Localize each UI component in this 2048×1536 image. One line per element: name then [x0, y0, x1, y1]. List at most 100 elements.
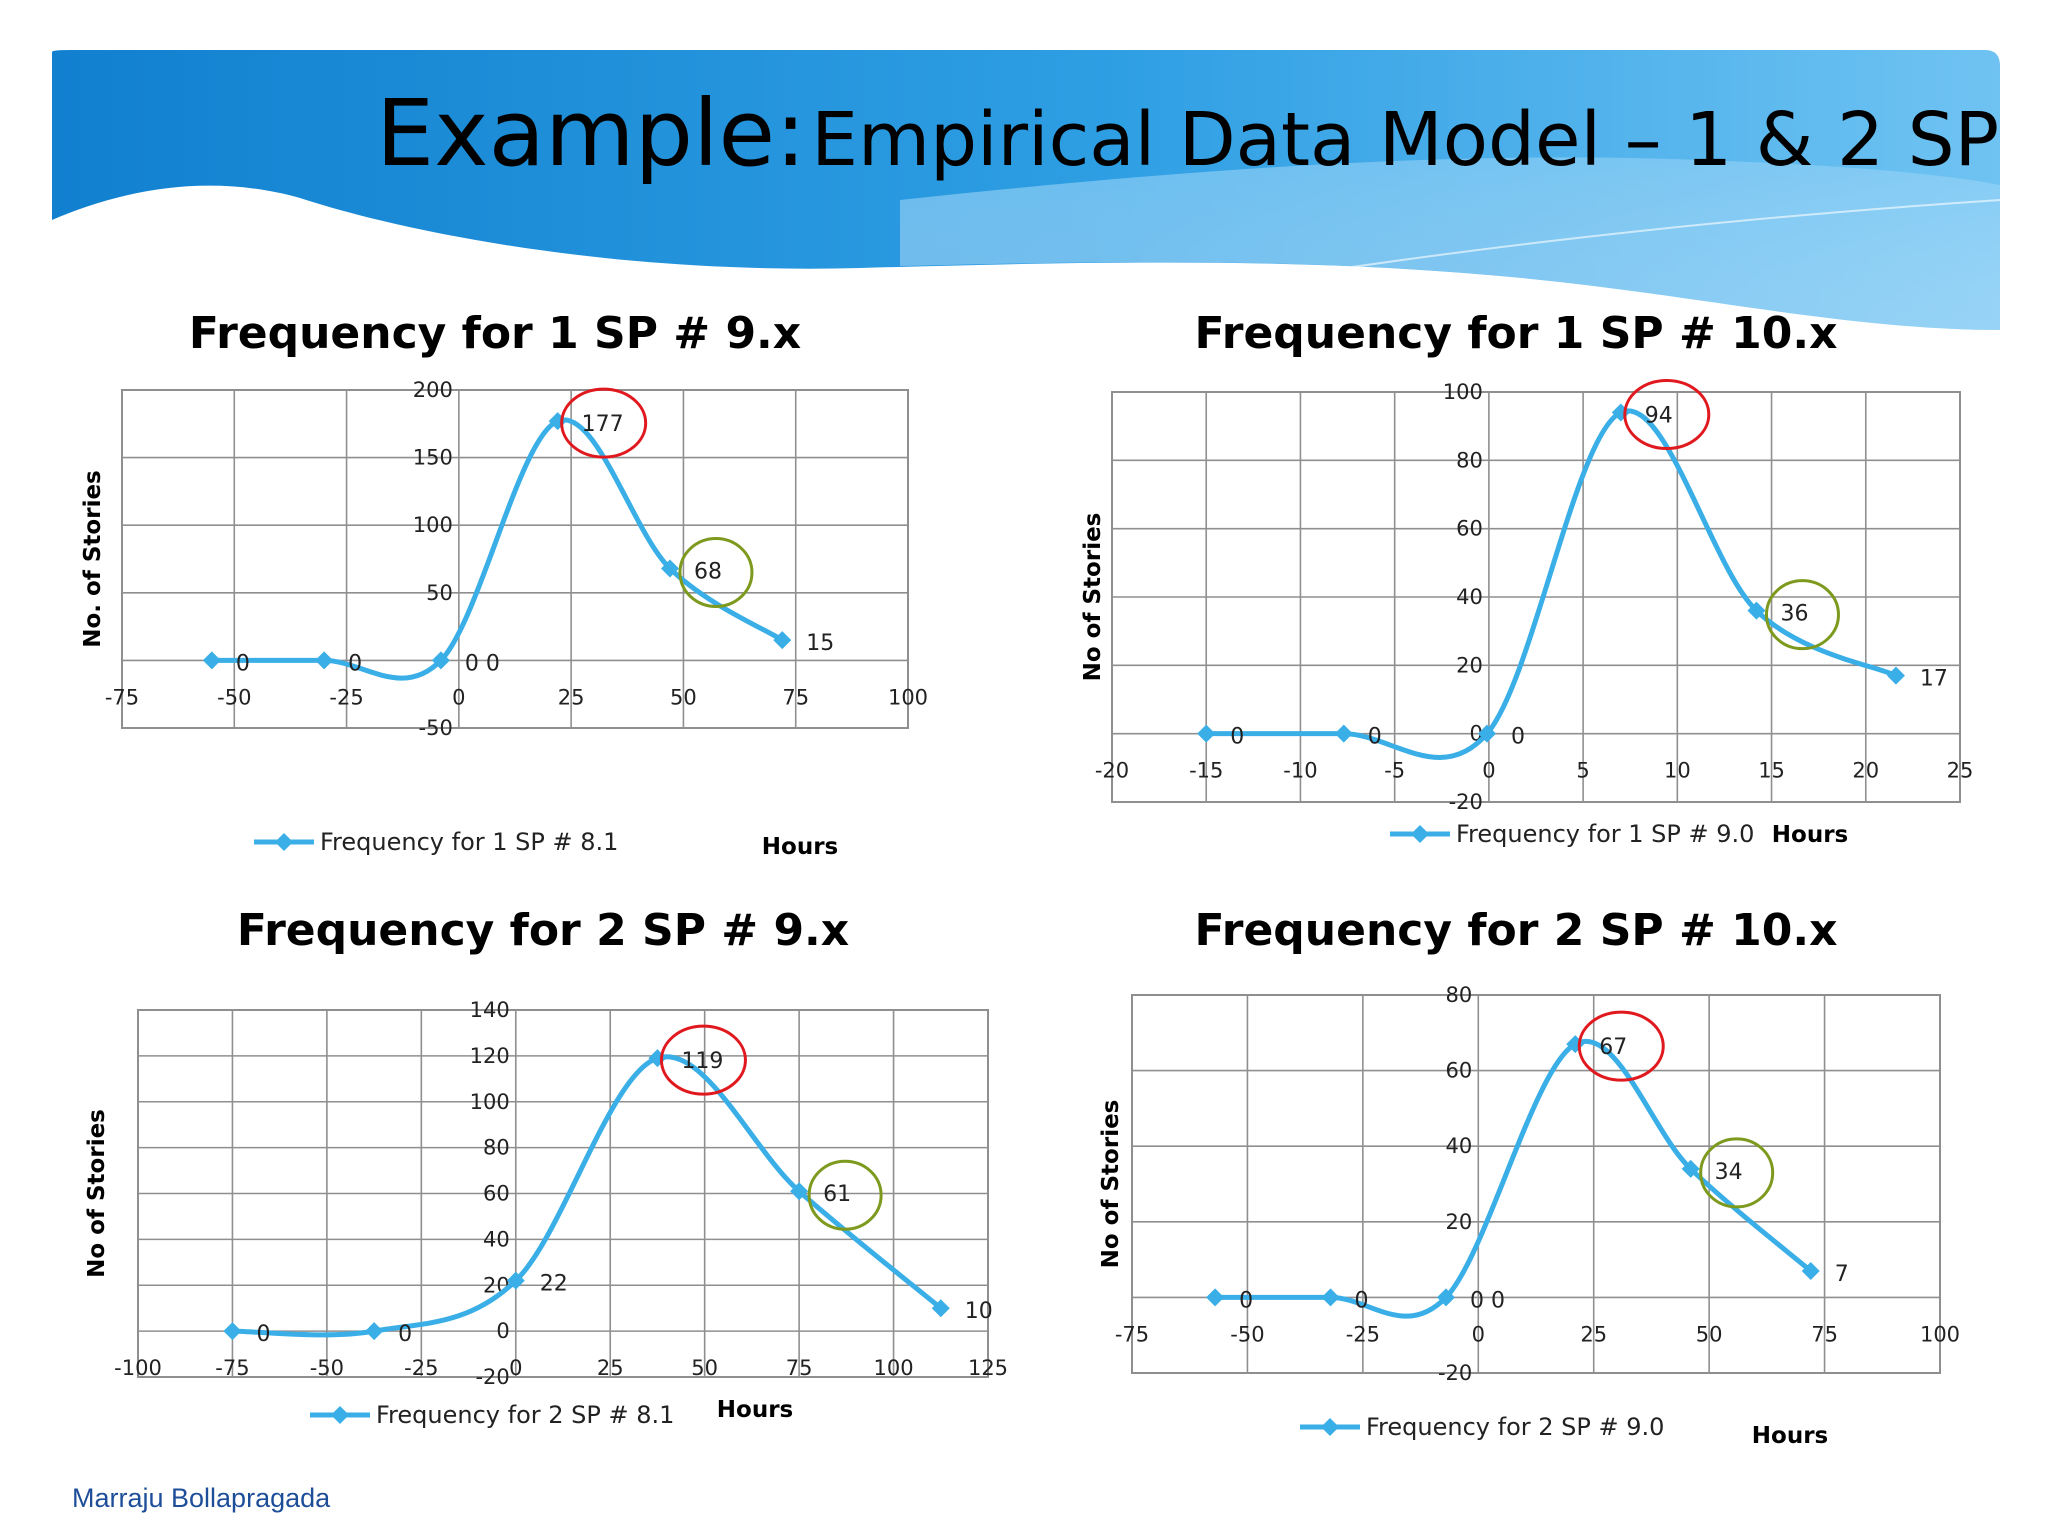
data-label: 0: [1368, 725, 1382, 750]
x-tick-label: -50: [217, 685, 251, 709]
data-point: [1206, 1288, 1225, 1307]
y-tick-label: 200: [413, 378, 453, 402]
chart-2sp-9x: Frequency for 2 SP # 9.x-200204060801001…: [84, 905, 1008, 1429]
data-label: 0: [398, 1322, 412, 1347]
data-label: 0: [1355, 1288, 1369, 1313]
secondary-highlight-circle: [1699, 1137, 1775, 1209]
x-tick-label: 50: [1696, 1322, 1723, 1346]
data-point: [223, 1322, 242, 1341]
data-label: 10: [965, 1299, 993, 1324]
data-point: [365, 1322, 384, 1341]
slide-title: Example: Empirical Data Model – 1 & 2 SP: [376, 80, 2016, 187]
data-label: 15: [806, 631, 834, 656]
data-label: 36: [1780, 602, 1808, 627]
data-point: [1436, 1288, 1455, 1307]
x-tick-label: -25: [404, 1356, 438, 1380]
y-tick-label: -20: [1449, 790, 1483, 814]
data-point: [1478, 724, 1497, 743]
x-tick-label: 25: [558, 685, 585, 709]
data-point: [660, 559, 679, 578]
x-tick-label: -75: [1115, 1322, 1149, 1346]
y-tick-label: -20: [1438, 1361, 1472, 1385]
data-point: [1321, 1288, 1340, 1307]
x-axis-title: Hours: [717, 1397, 793, 1423]
y-tick-label: -50: [419, 716, 453, 740]
data-point: [1611, 403, 1630, 422]
data-point: [1747, 601, 1766, 620]
legend-label: Frequency for 2 SP # 8.1: [376, 1401, 674, 1429]
data-label: 61: [823, 1182, 851, 1207]
x-tick-label: -20: [1095, 759, 1129, 783]
x-tick-label: -5: [1384, 759, 1405, 783]
banner-highlight-shape: [900, 157, 2000, 330]
x-tick-label: -10: [1283, 759, 1317, 783]
y-tick-label: 100: [413, 513, 453, 537]
x-tick-label: 100: [874, 1356, 914, 1380]
x-tick-label: 100: [888, 685, 928, 709]
x-tick-label: 75: [782, 685, 809, 709]
data-label: 68: [694, 559, 722, 584]
x-tick-label: 125: [968, 1356, 1008, 1380]
plot-frame: [121, 389, 909, 729]
x-tick-label: -15: [1189, 759, 1223, 783]
x-tick-label: 5: [1576, 759, 1589, 783]
x-tick-label: 25: [1947, 759, 1974, 783]
slide-title-sub: Empirical Data Model – 1 & 2 SP: [811, 97, 2000, 183]
x-tick-label: 75: [786, 1356, 813, 1380]
data-point: [790, 1182, 809, 1201]
peak-highlight-circle: [1623, 379, 1711, 450]
chart-title: Frequency for 2 SP # 10.x: [1195, 905, 1838, 956]
data-label: 7: [1835, 1262, 1849, 1287]
legend-label: Frequency for 1 SP # 8.1: [320, 828, 618, 856]
x-tick-label: 50: [691, 1356, 718, 1380]
x-axis-title: Hours: [1752, 1423, 1828, 1449]
x-tick-label: 100: [1920, 1322, 1960, 1346]
x-tick-label: 0: [452, 685, 465, 709]
data-point: [1681, 1159, 1700, 1178]
x-tick-label: -25: [329, 685, 363, 709]
chart-2sp-10x: Frequency for 2 SP # 10.x -20 20 40 60 80 -75 -…: [1098, 905, 1960, 1449]
data-label: 0: [1230, 725, 1244, 750]
y-tick-label: 100: [470, 1090, 510, 1114]
x-tick-label: -25: [1346, 1322, 1380, 1346]
legend-label: Frequency for 1 SP # 9.0: [1456, 820, 1754, 848]
y-tick-label: 40: [483, 1227, 510, 1251]
data-label: 94: [1645, 404, 1673, 429]
slide-title-main: Example:: [376, 80, 807, 187]
y-axis-title: No of Stories: [1098, 1100, 1124, 1269]
chart-title: Frequency for 1 SP # 10.x: [1195, 308, 1838, 359]
x-tick-label: -50: [1230, 1322, 1264, 1346]
data-point: [1886, 666, 1905, 685]
series-line: [1206, 408, 1897, 760]
x-tick-label: -100: [114, 1356, 162, 1380]
y-tick-label: -20: [475, 1365, 509, 1389]
y-tick-label: 60: [483, 1182, 510, 1206]
legend-label: Frequency for 2 SP # 9.0: [1366, 1413, 1664, 1441]
x-tick-label: 20: [1852, 759, 1879, 783]
series-line: [211, 417, 784, 681]
secondary-highlight-circle: [807, 1159, 883, 1231]
data-label: 17: [1920, 667, 1948, 692]
y-axis-title: No of Stories: [84, 1109, 110, 1278]
x-tick-label: 25: [597, 1356, 624, 1380]
plot-frame: [1131, 994, 1941, 1374]
data-label: 119: [681, 1049, 723, 1074]
x-tick-label: -50: [310, 1356, 344, 1380]
data-label: 67: [1599, 1035, 1627, 1060]
x-tick-label: -75: [215, 1356, 249, 1380]
y-tick-label: 50: [426, 581, 453, 605]
y-tick-label: 120: [470, 1044, 510, 1068]
y-tick-label: 20: [1456, 653, 1483, 677]
data-point: [1197, 724, 1216, 743]
x-tick-label: 0: [1482, 759, 1495, 783]
y-tick-label: 80: [1456, 448, 1483, 472]
y-tick-label: 20: [1446, 1210, 1473, 1234]
data-point: [1801, 1261, 1820, 1280]
y-tick-label: 80: [1446, 983, 1473, 1007]
y-tick-label: 140: [470, 998, 510, 1022]
legend-marker: [275, 833, 293, 851]
x-tick-label: 25: [1580, 1322, 1607, 1346]
x-tick-label: 10: [1664, 759, 1691, 783]
y-tick-label: 60: [1456, 517, 1483, 541]
data-label: 177: [582, 412, 624, 437]
